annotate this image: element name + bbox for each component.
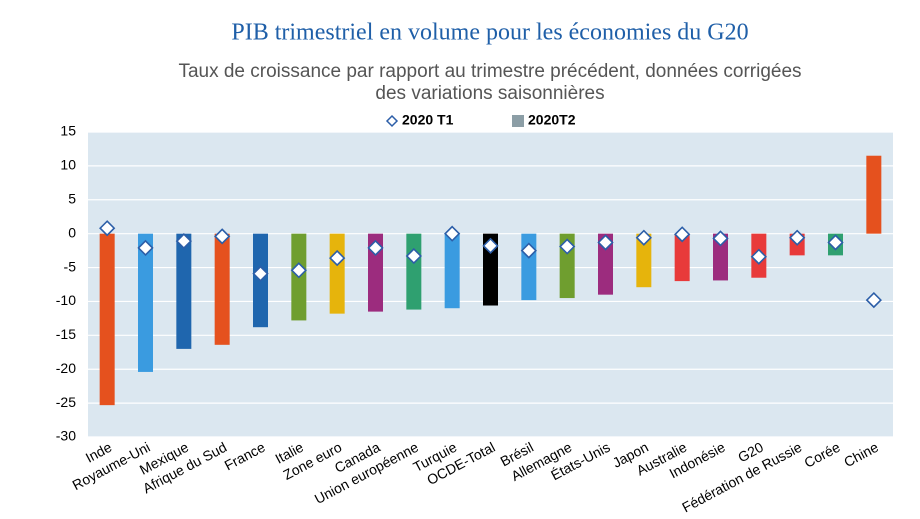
- marker: [290, 262, 307, 279]
- y-tick-label: -20: [56, 360, 76, 376]
- marker: [214, 228, 231, 245]
- marker: [520, 242, 537, 259]
- y-tick-label: -25: [56, 394, 76, 410]
- marker: [789, 229, 806, 246]
- y-tick-label: 10: [60, 157, 76, 173]
- y-tick-label: 0: [68, 224, 76, 240]
- bar: [483, 233, 498, 306]
- bar: [329, 233, 345, 314]
- marker: [367, 239, 384, 257]
- bar: [866, 155, 882, 234]
- bar: [674, 233, 690, 282]
- bar: [598, 233, 613, 295]
- marker: [405, 247, 422, 265]
- chart-title: PIB trimestriel en volume pour les écono…: [231, 20, 748, 46]
- y-tick-label: 5: [68, 190, 76, 206]
- y-tick-label: 15: [60, 123, 76, 139]
- marker: [865, 291, 882, 309]
- marker: [827, 234, 844, 251]
- bar: [636, 233, 652, 288]
- marker: [252, 265, 269, 282]
- marker: [137, 239, 154, 257]
- bar: [444, 233, 460, 309]
- y-tick-label: -5: [64, 258, 77, 274]
- marker: [712, 230, 729, 247]
- chart-subtitle: Taux de croissance par rapport au trimes…: [178, 61, 801, 82]
- bar: [368, 233, 383, 312]
- legend-label: 2020T2: [528, 112, 576, 128]
- y-tick-label: -30: [56, 428, 76, 444]
- x-tick-label: France: [222, 439, 268, 474]
- legend-marker: [385, 114, 399, 128]
- y-tick-label: -15: [56, 326, 76, 342]
- marker: [674, 226, 691, 243]
- marker: [597, 234, 614, 251]
- bar: [214, 233, 230, 345]
- marker: [99, 220, 116, 237]
- marker: [175, 232, 192, 250]
- marker: [329, 249, 346, 267]
- legend-marker: [512, 115, 524, 127]
- x-tick-label: Chine: [841, 439, 881, 470]
- bar: [138, 233, 153, 372]
- marker: [635, 229, 652, 246]
- marker: [559, 238, 576, 255]
- legend-label: 2020 T1: [402, 112, 454, 128]
- bar: [713, 233, 728, 281]
- bar: [406, 233, 422, 310]
- bar: [176, 233, 192, 349]
- bar: [99, 233, 115, 406]
- chart-subtitle: des variations saisonnières: [375, 83, 604, 104]
- marker: [750, 248, 767, 265]
- y-tick-label: -10: [56, 292, 76, 308]
- marker: [482, 237, 499, 254]
- x-tick-label: Corée: [801, 439, 842, 471]
- marker: [444, 225, 461, 242]
